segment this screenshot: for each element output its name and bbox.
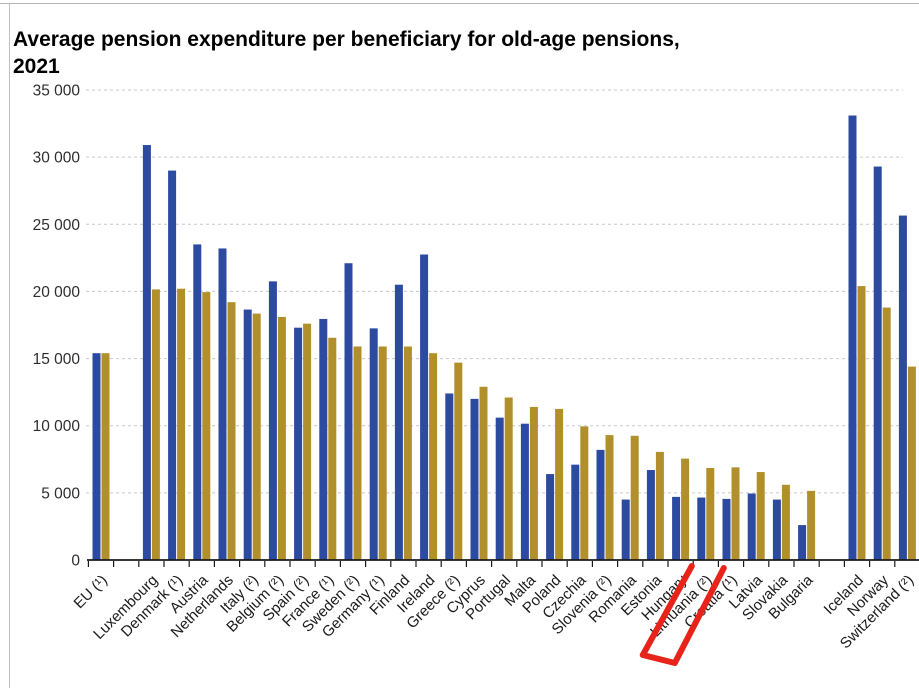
bar-series-1-blue-2 <box>142 145 151 561</box>
bar-series-2-gold-29 <box>857 286 866 560</box>
bar-series-1-blue-19 <box>571 464 580 560</box>
y-tick-label: 20 000 <box>33 284 81 301</box>
bar-series-2-gold-21 <box>630 435 639 560</box>
bar-series-1-blue-1 <box>92 353 101 560</box>
y-tick-label: 0 <box>71 553 80 570</box>
x-axis-label: EU (¹) <box>71 572 111 612</box>
bar-series-2-gold-18 <box>555 408 564 560</box>
bar-series-1-blue-11 <box>369 328 378 560</box>
bar-series-2-gold-4 <box>202 292 211 560</box>
bar-series-2-gold-15 <box>479 386 488 560</box>
bar-series-1-blue-13 <box>420 254 429 560</box>
bar-series-2-gold-31 <box>907 366 916 560</box>
bar-series-2-gold-11 <box>378 346 387 560</box>
bar-series-2-gold-17 <box>529 406 538 560</box>
bar-series-1-blue-23 <box>672 496 681 560</box>
bar-series-2-gold-16 <box>504 397 513 560</box>
bar-series-2-gold-3 <box>177 288 186 560</box>
bar-series-1-blue-3 <box>168 170 177 561</box>
bar-series-1-blue-22 <box>646 470 655 560</box>
bar-series-2-gold-19 <box>580 426 589 560</box>
bar-series-2-gold-14 <box>454 362 463 560</box>
chart-title-line1: Average pension expenditure per benefici… <box>13 28 680 52</box>
bar-series-1-blue-24 <box>697 497 706 560</box>
y-tick-label: 15 000 <box>33 351 81 368</box>
bar-series-1-blue-14 <box>445 393 454 560</box>
bar-series-2-gold-1 <box>101 353 110 560</box>
bar-series-1-blue-20 <box>596 449 605 560</box>
frame-border-top <box>0 3 919 4</box>
bar-series-2-gold-12 <box>403 346 412 560</box>
bar-series-1-blue-9 <box>319 318 328 560</box>
bar-series-1-blue-6 <box>243 309 252 560</box>
bar-series-1-blue-15 <box>470 398 479 560</box>
bar-series-1-blue-30 <box>873 166 882 561</box>
bar-series-1-blue-25 <box>722 498 731 560</box>
bar-series-2-gold-10 <box>353 346 362 560</box>
bar-series-2-gold-23 <box>681 458 690 560</box>
bar-series-2-gold-25 <box>731 467 740 560</box>
y-tick-label: 10 000 <box>33 418 81 435</box>
bar-series-1-blue-27 <box>772 499 781 560</box>
bar-series-2-gold-22 <box>655 451 664 560</box>
bar-series-2-gold-28 <box>807 490 816 560</box>
y-tick-label: 35 000 <box>33 83 81 100</box>
bar-series-2-gold-27 <box>781 484 790 560</box>
lithuania-highlight-annotation <box>639 563 727 666</box>
y-tick-label: 5 000 <box>41 485 80 502</box>
frame-border-left <box>9 3 10 688</box>
bar-series-2-gold-13 <box>429 353 438 560</box>
bar-series-2-gold-2 <box>151 289 160 560</box>
bar-series-1-blue-28 <box>798 525 807 560</box>
bar-series-1-blue-31 <box>898 215 907 561</box>
bar-series-2-gold-5 <box>227 302 236 560</box>
bar-series-1-blue-18 <box>546 474 555 560</box>
bar-series-2-gold-6 <box>252 313 261 560</box>
chart-title-line2: 2021 <box>13 55 60 79</box>
bar-series-1-blue-16 <box>495 417 504 560</box>
y-tick-label: 25 000 <box>33 217 81 234</box>
bar-series-2-gold-26 <box>756 472 765 560</box>
bar-series-1-blue-12 <box>394 284 403 560</box>
y-tick-label: 30 000 <box>33 150 81 167</box>
bar-series-1-blue-4 <box>193 244 202 560</box>
bar-series-2-gold-7 <box>277 316 286 560</box>
bar-series-2-gold-20 <box>605 435 614 560</box>
bar-series-1-blue-21 <box>621 499 630 560</box>
bar-series-2-gold-24 <box>706 468 715 560</box>
chart-title: Average pension expenditure per benefici… <box>13 26 893 80</box>
bar-series-1-blue-8 <box>294 327 303 560</box>
bar-series-1-blue-7 <box>268 281 277 560</box>
bar-series-2-gold-30 <box>882 307 891 560</box>
bar-series-1-blue-26 <box>747 493 756 560</box>
bar-series-2-gold-9 <box>328 337 337 560</box>
bar-series-1-blue-5 <box>218 248 227 560</box>
bar-series-1-blue-17 <box>520 423 529 560</box>
bar-series-2-gold-8 <box>303 323 312 560</box>
bar-series-1-blue-29 <box>848 115 857 560</box>
bar-series-1-blue-10 <box>344 263 353 560</box>
